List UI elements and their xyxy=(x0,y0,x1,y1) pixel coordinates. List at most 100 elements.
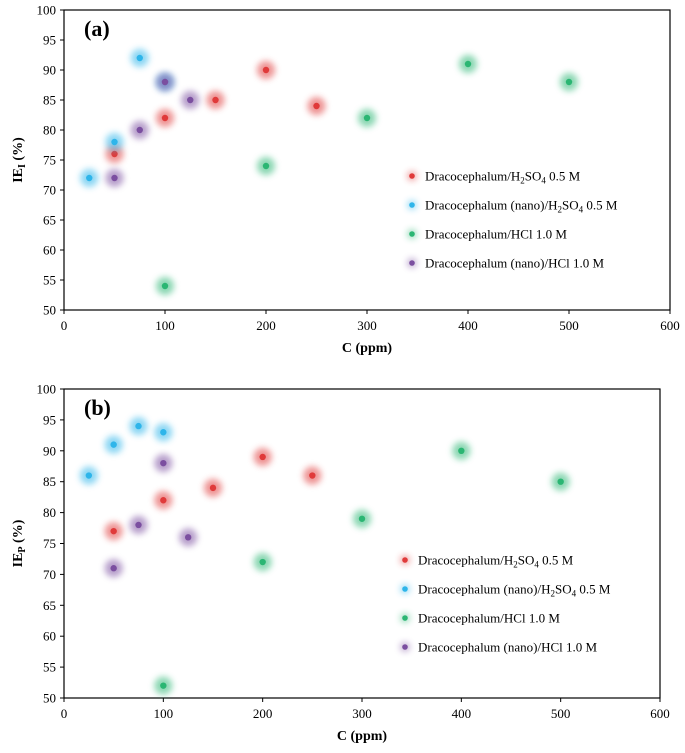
chart-b-x-tick-label: 400 xyxy=(452,706,472,721)
data-point xyxy=(160,682,167,689)
chart-b-y-tick-label: 85 xyxy=(43,474,56,489)
data-point xyxy=(111,174,118,182)
data-point xyxy=(458,447,465,454)
data-point xyxy=(161,114,169,122)
data-point xyxy=(209,484,217,492)
data-point xyxy=(259,453,266,461)
chart-b-y-tick-label: 100 xyxy=(37,382,57,397)
legend-entry-label: Dracocephalum (nano)/HCl 1.0 M xyxy=(425,256,605,271)
data-point xyxy=(358,515,366,522)
chart-a: 0 100 200 300 400 500 600 50 55 60 65 70 75 80 85 90 95 1… xyxy=(11,3,680,357)
chart-b-x-tick-label: 0 xyxy=(61,706,68,721)
chart-b-y-tick-label: 70 xyxy=(43,567,56,582)
data-point xyxy=(262,162,270,170)
chart-a-series-3 xyxy=(156,55,578,295)
legend-marker xyxy=(409,173,415,179)
chart-a-y-tick-label: 90 xyxy=(43,63,56,78)
chart-b-y-tick-label: 65 xyxy=(43,598,56,613)
chart-a-y-tick-label: 60 xyxy=(43,243,56,258)
chart-a-y-tick-label: 75 xyxy=(43,153,56,168)
chart-b-legend: Dracocephalum/H2SO4 0.5 M Dracocephalum (… xyxy=(400,553,611,655)
data-point xyxy=(161,78,169,86)
data-point xyxy=(184,534,192,541)
chart-b-series-1 xyxy=(104,447,322,541)
legend-marker xyxy=(402,557,408,563)
chart-a-x-tick-label: 500 xyxy=(559,318,579,333)
data-point xyxy=(110,441,117,448)
legend-entry-label: Dracocephalum/HCl 1.0 M xyxy=(418,611,560,626)
data-point xyxy=(565,78,573,86)
data-point xyxy=(160,459,167,467)
data-point xyxy=(86,174,93,182)
data-point xyxy=(135,422,142,430)
chart-b-panel-label: (b) xyxy=(84,395,111,420)
chart-b-x-tick-label: 100 xyxy=(154,706,174,721)
chart-a-x-tick-label: 300 xyxy=(357,318,377,333)
data-point xyxy=(309,472,316,479)
chart-a-x-tick-label: 400 xyxy=(458,318,478,333)
chart-b-x-tick-label: 300 xyxy=(352,706,372,721)
legend-marker xyxy=(409,260,415,266)
chart-b-y-tick-label: 55 xyxy=(43,660,56,675)
data-point xyxy=(313,102,320,110)
legend-marker xyxy=(402,644,408,650)
data-point xyxy=(135,521,142,529)
legend-marker xyxy=(409,202,415,208)
chart-b-x-tick-label: 600 xyxy=(650,706,670,721)
legend-entry-label: Dracocephalum (nano)/H2SO4 0.5 M xyxy=(425,198,618,215)
chart-b-y-tick-label: 90 xyxy=(43,443,56,458)
data-point xyxy=(111,138,118,146)
chart-a-x-axis-title: C (ppm) xyxy=(342,341,393,356)
data-point xyxy=(85,472,93,479)
data-point xyxy=(187,96,194,104)
legend-entry-label: Dracocephalum/H2SO4 0.5 M xyxy=(425,169,581,186)
data-point xyxy=(136,54,143,62)
data-point xyxy=(363,114,371,122)
data-point xyxy=(136,126,143,134)
legend-entry-label: Dracocephalum/HCl 1.0 M xyxy=(425,227,567,242)
data-point xyxy=(110,527,117,535)
data-point xyxy=(161,282,169,290)
chart-a-y-axis-title: IEI (%) xyxy=(11,137,28,183)
chart-b-y-tick-label: 75 xyxy=(43,536,56,551)
legend-entry-label: Dracocephalum/H2SO4 0.5 M xyxy=(418,553,574,570)
legend-entry-label: Dracocephalum (nano)/H2SO4 0.5 M xyxy=(418,582,611,599)
chart-a-y-tick-label: 65 xyxy=(43,213,56,228)
chart-b-series-3 xyxy=(154,441,570,695)
data-point xyxy=(111,150,118,158)
chart-b-y-tick-label: 50 xyxy=(43,691,56,706)
chart-a-y-tick-label: 95 xyxy=(43,33,56,48)
legend-entry-label: Dracocephalum (nano)/HCl 1.0 M xyxy=(418,640,598,655)
chart-a-y-tick-label: 85 xyxy=(43,93,56,108)
chart-b: 0 100 200 300 400 500 600 50 55 60 65 70 75 80 85 90 95 1… xyxy=(11,382,670,745)
chart-b-x-tick-label: 500 xyxy=(551,706,571,721)
legend-marker xyxy=(409,231,415,237)
chart-a-x-tick-label: 600 xyxy=(660,318,680,333)
chart-a-y-tick-label: 50 xyxy=(43,303,56,318)
chart-a-panel-label: (a) xyxy=(84,16,110,41)
chart-b-x-tick-label: 200 xyxy=(253,706,273,721)
chart-a-series-1 xyxy=(105,61,326,163)
data-point xyxy=(160,497,167,504)
data-point xyxy=(464,60,472,68)
data-point xyxy=(557,478,564,485)
data-point xyxy=(212,96,219,104)
chart-a-x-tick-label: 0 xyxy=(61,318,68,333)
data-point xyxy=(160,429,167,436)
chart-a-x-tick-label: 200 xyxy=(256,318,276,333)
chart-b-y-tick-label: 60 xyxy=(43,629,56,644)
chart-b-y-tick-label: 95 xyxy=(43,412,56,427)
chart-a-y-tick-label: 80 xyxy=(43,123,56,138)
chart-a-y-tick-label: 100 xyxy=(37,3,57,18)
chart-a-legend: Dracocephalum/H2SO4 0.5 M Dracocephalum (… xyxy=(407,169,618,271)
chart-a-y-tick-label: 55 xyxy=(43,273,56,288)
chart-b-series-2 xyxy=(79,417,173,485)
chart-b-y-tick-label: 80 xyxy=(43,505,56,520)
data-point xyxy=(262,66,270,74)
chart-a-x-tick-label: 100 xyxy=(155,318,175,333)
chart-b-x-axis-title: C (ppm) xyxy=(337,729,388,744)
chart-a-y-tick-label: 70 xyxy=(43,183,56,198)
legend-marker xyxy=(402,615,408,621)
legend-marker xyxy=(402,586,408,592)
